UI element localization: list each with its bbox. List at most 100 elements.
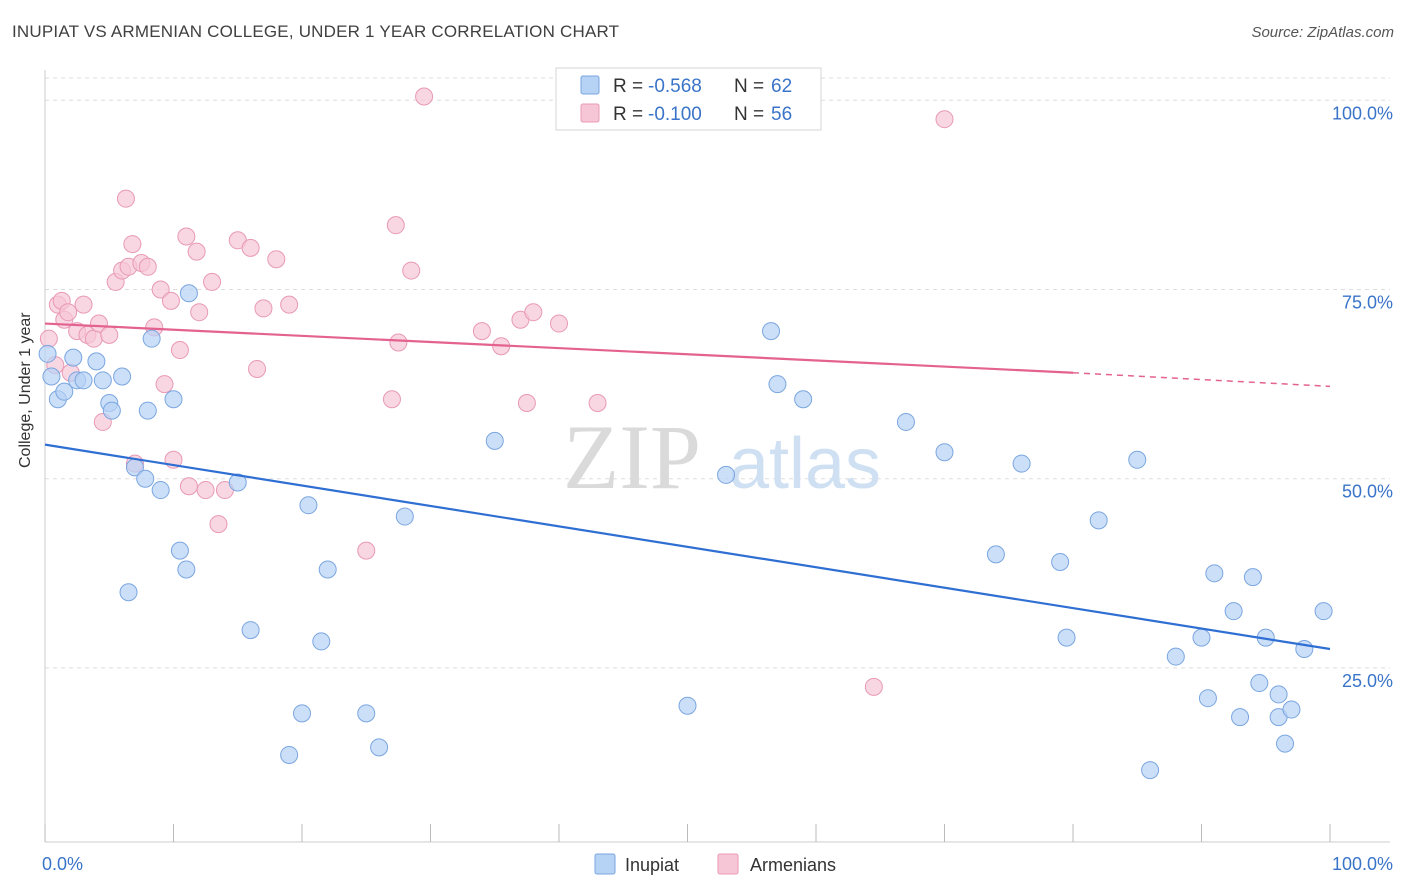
- armenian-point: [100, 325, 119, 344]
- inupiat-point: [986, 545, 1005, 564]
- r-value-armenian: -0.100: [648, 104, 702, 125]
- armenian-point: [517, 394, 536, 413]
- inupiat-point: [717, 465, 736, 484]
- armenian-point: [203, 272, 222, 291]
- inupiat-point: [102, 401, 121, 420]
- inupiat-point: [312, 632, 331, 651]
- inupiat-point: [138, 401, 157, 420]
- inupiat-point: [38, 344, 57, 363]
- inupiat-point: [768, 375, 787, 394]
- armenian-point: [116, 189, 135, 208]
- series-legend: Inupiat Armenians: [594, 853, 836, 875]
- inupiat-point: [395, 507, 414, 526]
- inupiat-point: [1243, 568, 1262, 587]
- armenian-point: [59, 303, 78, 322]
- armenian-point: [179, 477, 198, 496]
- armenian-point: [161, 291, 180, 310]
- armenian-point: [74, 295, 93, 314]
- grid-lines: [45, 77, 1390, 669]
- inupiat-point: [87, 352, 106, 371]
- inupiat-point: [678, 696, 697, 715]
- inupiat-point: [42, 367, 61, 386]
- armenian-point: [415, 87, 434, 106]
- y-tick-label: 75.0%: [1342, 292, 1393, 312]
- armenian-point: [248, 359, 267, 378]
- legend-armenian-label: Armenians: [750, 855, 836, 875]
- inupiat-point: [1166, 647, 1185, 666]
- inupiat-point: [1192, 628, 1211, 647]
- inupiat-point: [370, 738, 389, 757]
- inupiat-point: [293, 704, 311, 723]
- armenian-point: [187, 242, 206, 261]
- inupiat-point: [485, 431, 504, 450]
- inupiat-point: [1141, 761, 1160, 780]
- trend-lines: [44, 322, 1331, 651]
- armenian-point: [89, 314, 108, 333]
- inupiat-point: [1012, 454, 1031, 473]
- armenian-point: [196, 481, 215, 500]
- inupiat-point: [1057, 628, 1076, 647]
- y-tick-label: 100.0%: [1332, 103, 1393, 123]
- inupiat-points: [38, 284, 1333, 780]
- inupiat-point: [64, 348, 83, 367]
- armenian-point: [472, 322, 491, 341]
- armenian-point: [190, 303, 209, 322]
- armenian-point: [123, 235, 142, 254]
- inupiat-point: [935, 443, 954, 462]
- armenian-point: [588, 394, 607, 413]
- y-tick-label: 50.0%: [1342, 482, 1393, 502]
- n-label-inupiat: N =: [734, 76, 764, 97]
- inupiat-point: [1282, 700, 1301, 719]
- armenian-point: [382, 390, 401, 409]
- inupiat-point: [228, 473, 247, 492]
- r-label-inupiat: R =: [613, 76, 643, 97]
- inupiat-point: [1089, 511, 1108, 530]
- inupiat-point: [170, 541, 189, 560]
- inupiat-point: [1224, 602, 1243, 621]
- inupiat-swatch: [580, 75, 600, 95]
- inupiat-point: [1314, 602, 1333, 621]
- armenian-trend-line: [44, 322, 1074, 374]
- inupiat-point: [1231, 708, 1250, 727]
- armenian-point: [280, 295, 299, 314]
- armenian-point: [138, 257, 157, 276]
- n-value-armenian: 56: [771, 104, 792, 125]
- inupiat-point: [142, 329, 161, 348]
- inupiat-point: [1205, 564, 1224, 583]
- inupiat-point: [113, 367, 132, 386]
- watermark-zip: ZIP: [563, 406, 701, 508]
- n-label-armenian: N =: [734, 104, 764, 125]
- stats-legend-frame: [555, 67, 822, 131]
- inupiat-point: [762, 322, 781, 341]
- armenian-point: [209, 515, 228, 534]
- inupiat-point: [164, 390, 183, 409]
- legend-inupiat-label: Inupiat: [625, 855, 679, 875]
- armenian-point: [386, 216, 405, 235]
- inupiat-point: [1250, 674, 1269, 693]
- armenian-point: [39, 329, 58, 348]
- inupiat-point: [318, 560, 337, 579]
- inupiat-point: [55, 382, 74, 401]
- y-tick-label: 25.0%: [1342, 671, 1393, 691]
- armenian-point: [864, 677, 883, 696]
- inupiat-point: [119, 583, 138, 602]
- armenian-swatch: [580, 103, 600, 123]
- x-tick-label: 0.0%: [42, 854, 83, 874]
- inupiat-point: [1269, 685, 1288, 704]
- armenian-points: [39, 87, 954, 696]
- inupiat-point: [1198, 689, 1217, 708]
- legend-inupiat-swatch: [594, 853, 616, 875]
- armenian-point: [254, 299, 273, 318]
- armenian-point: [550, 314, 568, 333]
- legend-armenian-swatch: [717, 853, 739, 875]
- inupiat-point: [1276, 734, 1295, 753]
- armenian-trend-extension: [1072, 371, 1331, 388]
- tick-labels: 25.0% 50.0% 75.0% 100.0% 0.0% 100.0%: [42, 103, 1393, 874]
- armenian-point: [402, 261, 421, 280]
- armenian-point: [935, 110, 954, 129]
- inupiat-point: [179, 284, 198, 303]
- armenian-point: [177, 227, 196, 246]
- inupiat-point: [151, 481, 170, 500]
- inupiat-trend-line: [44, 443, 1331, 651]
